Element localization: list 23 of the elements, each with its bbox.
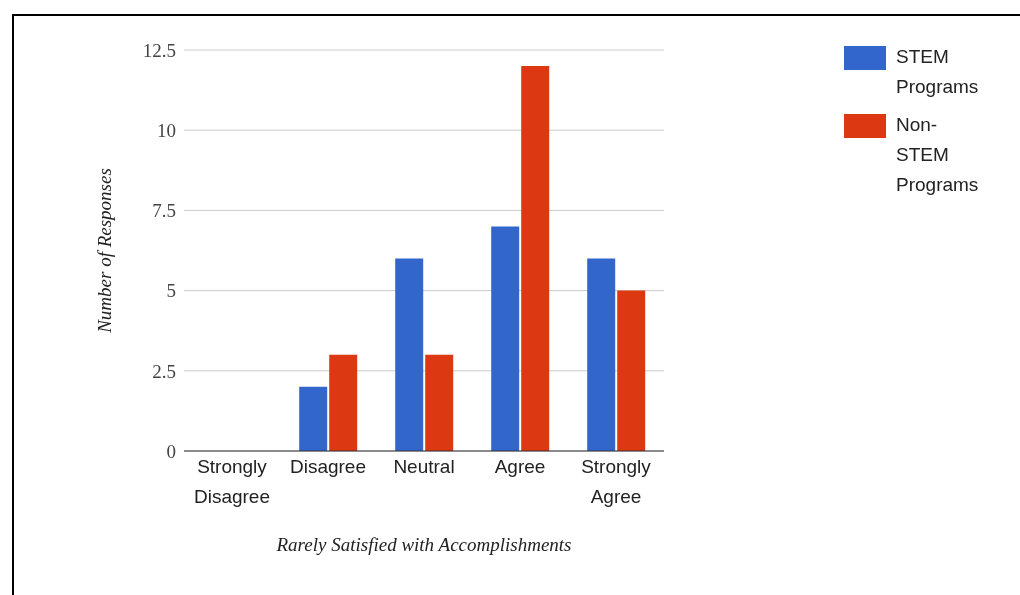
bar (425, 354, 454, 451)
bar (329, 354, 358, 451)
bar (299, 386, 328, 451)
bar (587, 258, 616, 451)
x-tick-label: Agree (494, 456, 546, 477)
y-tick-label: 0 (166, 440, 176, 462)
bar (617, 290, 646, 451)
y-axis-title: Number of Responses (93, 168, 115, 334)
bar (521, 66, 550, 451)
y-tick-label: 12.5 (142, 39, 176, 61)
legend-label: STEM Programs (896, 45, 980, 99)
y-tick-label: 5 (166, 280, 176, 302)
y-tick-label: 2.5 (152, 360, 176, 382)
x-tick-label: Disagree (289, 456, 367, 477)
x-tick-label: Strongly Agree (581, 456, 652, 507)
legend-label: Non-STEM Programs (896, 113, 980, 197)
x-tick-label: Neutral (393, 456, 455, 477)
x-tick-label: Strongly Disagree (193, 456, 271, 507)
bar (395, 258, 424, 451)
y-tick-label: 10 (157, 119, 176, 141)
y-tick-label: 7.5 (152, 200, 176, 222)
bar (491, 226, 520, 451)
x-axis-title: Rarely Satisfied with Accomplishments (275, 534, 572, 555)
